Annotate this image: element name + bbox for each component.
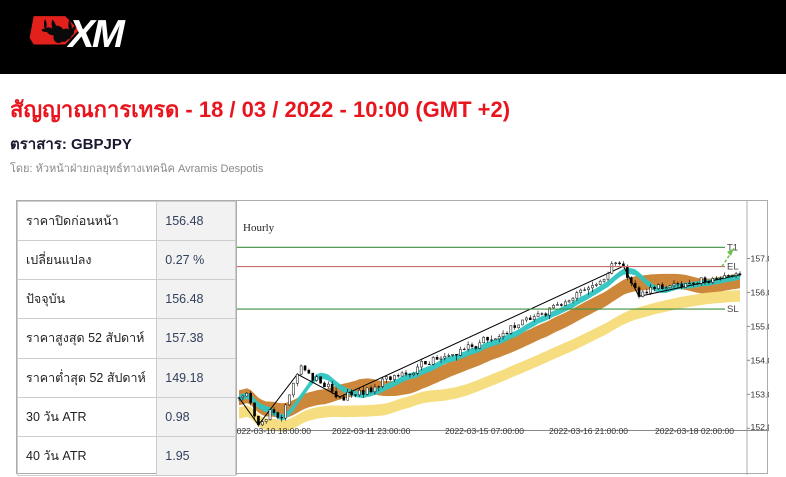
svg-text:2022-03-11 23:00:00: 2022-03-11 23:00:00: [332, 426, 411, 436]
svg-text:154.00: 154.00: [751, 355, 770, 365]
svg-text:153.00: 153.00: [751, 389, 770, 399]
svg-text:Hourly: Hourly: [243, 222, 275, 234]
svg-text:SL: SL: [727, 304, 739, 315]
svg-text:2022-03-10 18:00:00: 2022-03-10 18:00:00: [237, 426, 311, 436]
svg-text:EL: EL: [727, 262, 739, 273]
svg-text:2022-03-16 21:00:00: 2022-03-16 21:00:00: [549, 426, 628, 436]
svg-text:156.00: 156.00: [751, 288, 770, 298]
svg-text:2022-03-18 02:00:00: 2022-03-18 02:00:00: [655, 426, 734, 436]
svg-text:157.00: 157.00: [751, 254, 770, 264]
svg-text:152.00: 152.00: [751, 422, 770, 432]
svg-text:XM: XM: [64, 14, 128, 56]
svg-text:155.00: 155.00: [751, 322, 770, 332]
svg-text:2022-03-15 07:00:00: 2022-03-15 07:00:00: [445, 426, 524, 436]
